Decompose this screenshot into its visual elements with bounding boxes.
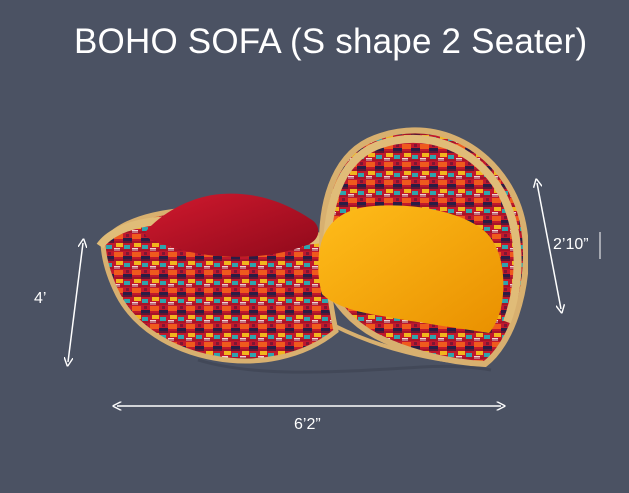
red-cushion [145, 193, 319, 257]
base-shadow [197, 358, 492, 374]
height-arrow [68, 243, 83, 362]
yellow-cushion [318, 205, 504, 333]
height-label: 4’ [34, 290, 47, 307]
boho-sofa-image [96, 127, 528, 374]
front-frame-edge [334, 324, 486, 366]
side-height-label: 2’10” [553, 236, 589, 253]
page-title: BOHO SOFA (S shape 2 Seater) [74, 22, 588, 61]
width-label: 6’2” [294, 416, 321, 433]
